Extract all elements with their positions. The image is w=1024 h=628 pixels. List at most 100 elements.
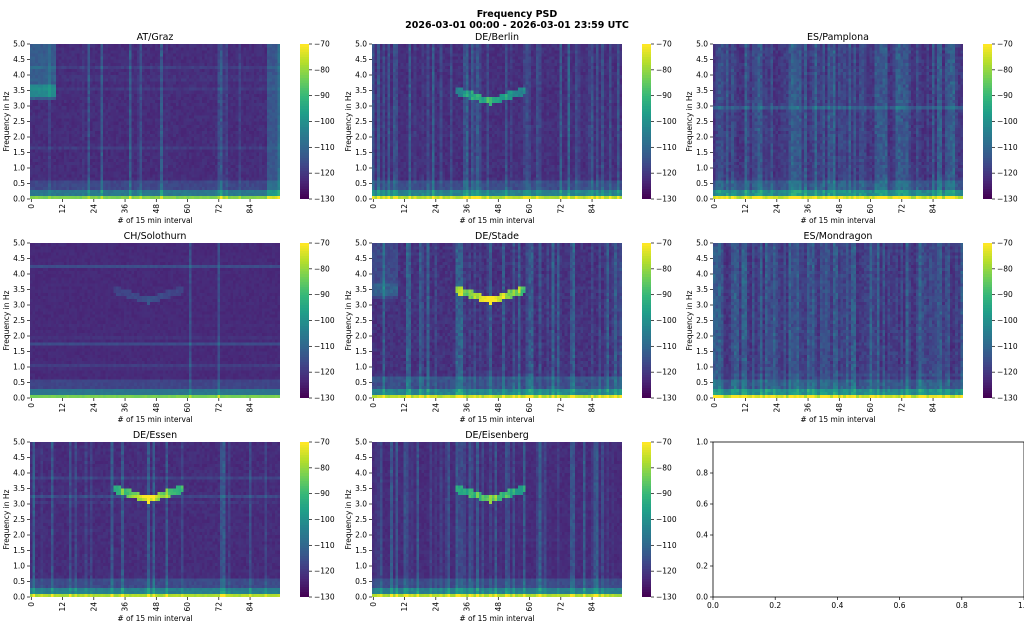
heatmap-cell (142, 177, 145, 180)
heatmap-cell (204, 47, 207, 50)
heatmap-cell (178, 72, 181, 75)
heatmap-cell (158, 128, 161, 131)
heatmap-cell (257, 156, 260, 159)
heatmap-cell (59, 106, 62, 109)
heatmap-cell (176, 60, 179, 63)
heatmap-cell (202, 180, 205, 183)
heatmap-cell (79, 165, 82, 168)
heatmap-cell (61, 140, 64, 143)
heatmap-cell (124, 140, 127, 143)
heatmap-cell (228, 118, 231, 121)
heatmap-cell (220, 103, 223, 106)
heatmap-cell (158, 47, 161, 50)
heatmap-cell (113, 112, 116, 115)
heatmap-cell (197, 78, 200, 81)
heatmap-cell (173, 190, 176, 193)
heatmap-cell (246, 44, 249, 47)
heatmap-cell (145, 177, 148, 180)
heatmap-cell (152, 180, 155, 183)
heatmap-cell (121, 162, 124, 165)
heatmap-cell (189, 190, 192, 193)
heatmap-cell (176, 134, 179, 137)
heatmap-cell (108, 47, 111, 50)
heatmap-cell (79, 94, 82, 97)
heatmap-cell (74, 168, 77, 171)
heatmap-cell (139, 171, 142, 174)
heatmap-cell (204, 190, 207, 193)
heatmap-cell (236, 149, 239, 152)
heatmap-cell (119, 190, 122, 193)
heatmap-cell (375, 180, 378, 183)
heatmap-cell (210, 177, 213, 180)
heatmap-cell (106, 190, 109, 193)
heatmap-cell (257, 180, 260, 183)
heatmap-cell (129, 174, 132, 177)
heatmap-cell (267, 94, 270, 97)
heatmap-cell (147, 66, 150, 69)
heatmap-cell (249, 72, 252, 75)
heatmap-cell (59, 56, 62, 59)
heatmap-cell (264, 53, 267, 56)
heatmap-cell (93, 146, 96, 149)
heatmap-cell (210, 97, 213, 100)
heatmap-cell (163, 69, 166, 72)
heatmap-cell (139, 44, 142, 47)
heatmap-cell (79, 118, 82, 121)
heatmap-cell (98, 106, 101, 109)
heatmap-cell (264, 177, 267, 180)
heatmap-cell (108, 149, 111, 152)
heatmap-cell (197, 187, 200, 190)
heatmap-cell (147, 125, 150, 128)
heatmap-cell (270, 50, 273, 53)
heatmap-cell (197, 50, 200, 53)
heatmap-cell (132, 100, 135, 103)
heatmap-cell (103, 53, 106, 56)
x-tick-label: 0 (27, 204, 36, 209)
heatmap-cell (35, 128, 38, 131)
heatmap-cell (137, 109, 140, 112)
heatmap-cell (212, 165, 215, 168)
heatmap-cell (223, 165, 226, 168)
heatmap-cell (90, 60, 93, 63)
heatmap-cell (64, 44, 67, 47)
heatmap-cell (270, 162, 273, 165)
heatmap-cell (95, 165, 98, 168)
heatmap-cell (241, 184, 244, 187)
heatmap-cell (40, 97, 43, 100)
heatmap-cell (40, 134, 43, 137)
heatmap-cell (372, 125, 375, 128)
heatmap-cell (178, 53, 181, 56)
heatmap-cell (113, 128, 116, 131)
heatmap-cell (212, 156, 215, 159)
heatmap-cell (82, 149, 85, 152)
heatmap-cell (69, 177, 72, 180)
heatmap-cell (184, 174, 187, 177)
heatmap-cell (90, 91, 93, 94)
heatmap-cell (254, 187, 257, 190)
heatmap-cell (212, 75, 215, 78)
heatmap-cell (194, 122, 197, 125)
heatmap-cell (199, 109, 202, 112)
heatmap-cell (139, 56, 142, 59)
heatmap-cell (178, 75, 181, 78)
heatmap-cell (61, 190, 64, 193)
heatmap-cell (272, 125, 275, 128)
heatmap-cell (249, 180, 252, 183)
heatmap-cell (85, 193, 88, 196)
heatmap-cell (249, 190, 252, 193)
heatmap-cell (375, 156, 378, 159)
heatmap-cell (121, 143, 124, 146)
heatmap-cell (43, 109, 46, 112)
heatmap-cell (100, 103, 103, 106)
heatmap-cell (100, 180, 103, 183)
heatmap-cell (33, 72, 36, 75)
heatmap-cell (277, 190, 280, 193)
heatmap-cell (85, 109, 88, 112)
heatmap-cell (238, 140, 241, 143)
heatmap-cell (270, 134, 273, 137)
heatmap-cell (72, 149, 75, 152)
heatmap-cell (155, 125, 158, 128)
heatmap-cell (241, 149, 244, 152)
heatmap-cell (212, 44, 215, 47)
heatmap-cell (53, 131, 56, 134)
